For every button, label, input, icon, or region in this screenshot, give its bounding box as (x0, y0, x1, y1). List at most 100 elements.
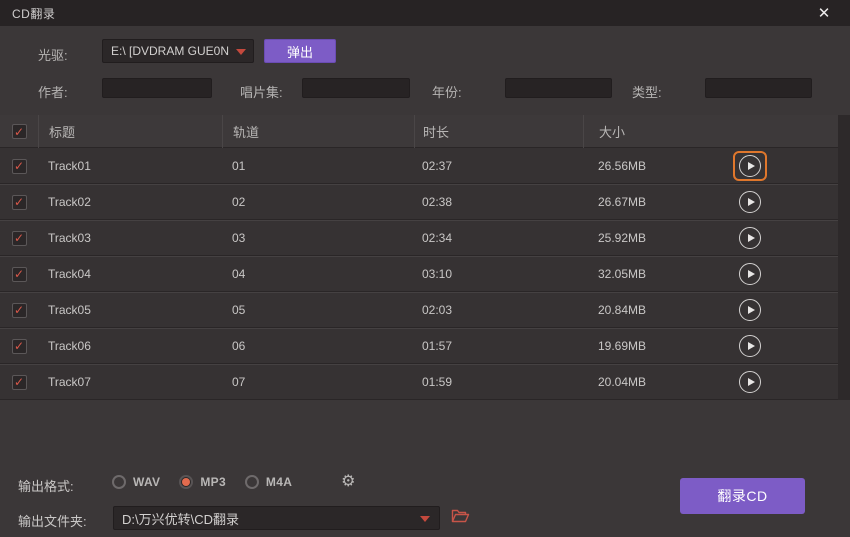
track-size: 25.92MB (598, 231, 647, 245)
genre-label: 类型: (632, 85, 662, 100)
track-title: Track03 (48, 231, 91, 245)
track-title: Track06 (48, 339, 91, 353)
format-radio-group: WAV MP3 M4A ⚙ (112, 470, 356, 494)
eject-button[interactable]: 弹出 (264, 39, 336, 63)
open-folder-icon[interactable] (451, 508, 470, 529)
play-button[interactable] (733, 223, 767, 253)
chevron-down-icon (236, 49, 246, 55)
play-button[interactable] (733, 295, 767, 325)
track-size: 26.56MB (598, 159, 647, 173)
scrollbar-track[interactable] (838, 115, 850, 400)
track-table: ✓ 标题 轨道 时长 大小 ✓ Track01 01 02:37 26.56MB… (0, 115, 838, 400)
track-duration: 02:38 (422, 195, 453, 209)
track-number: 03 (232, 231, 246, 245)
track-duration: 02:37 (422, 159, 453, 173)
album-label: 唱片集: (240, 85, 283, 100)
play-icon (739, 263, 761, 285)
track-number: 07 (232, 375, 246, 389)
output-folder-value: D:\万兴优转\CD翻录 (122, 511, 240, 527)
table-row: ✓ Track06 06 01:57 19.69MB (0, 328, 838, 364)
play-icon (739, 335, 761, 357)
output-folder-select[interactable]: D:\万兴优转\CD翻录 (113, 506, 440, 530)
track-checkbox[interactable]: ✓ (11, 374, 27, 390)
track-title: Track05 (48, 303, 91, 317)
drive-label: 光驱: (38, 48, 68, 63)
format-radio[interactable]: MP3 (179, 475, 226, 489)
track-duration: 01:57 (422, 339, 453, 353)
year-field[interactable] (505, 78, 612, 98)
album-field[interactable] (302, 78, 410, 98)
table-body: ✓ Track01 01 02:37 26.56MB ✓ Track02 02 … (0, 148, 838, 400)
play-icon (739, 371, 761, 393)
track-checkbox[interactable]: ✓ (11, 302, 27, 318)
track-size: 26.67MB (598, 195, 647, 209)
table-row: ✓ Track04 04 03:10 32.05MB (0, 256, 838, 292)
track-duration: 02:34 (422, 231, 453, 245)
rip-cd-button[interactable]: 翻录CD (680, 478, 805, 514)
track-checkbox[interactable]: ✓ (11, 194, 27, 210)
track-size: 20.84MB (598, 303, 647, 317)
title-bar: CD翻录 ✕ (0, 0, 850, 26)
track-number: 06 (232, 339, 246, 353)
track-size: 19.69MB (598, 339, 647, 353)
column-header-size: 大小 (583, 115, 838, 148)
output-format-label: 输出格式: (18, 479, 74, 494)
table-row: ✓ Track02 02 02:38 26.67MB (0, 184, 838, 220)
track-title: Track02 (48, 195, 91, 209)
table-header: ✓ 标题 轨道 时长 大小 (0, 115, 838, 148)
track-size: 32.05MB (598, 267, 647, 281)
format-radio[interactable]: WAV (112, 475, 160, 489)
radio-icon (112, 475, 126, 489)
play-button[interactable] (733, 367, 767, 397)
gear-icon[interactable]: ⚙ (341, 473, 356, 490)
radio-icon (179, 475, 194, 489)
table-row: ✓ Track01 01 02:37 26.56MB (0, 148, 838, 184)
column-header-track: 轨道 (222, 115, 414, 148)
play-button[interactable] (733, 187, 767, 217)
year-label: 年份: (432, 85, 462, 100)
format-radio-label: M4A (265, 475, 293, 489)
track-title: Track04 (48, 267, 91, 281)
author-label: 作者: (38, 85, 68, 100)
select-all-checkbox[interactable]: ✓ (11, 124, 27, 139)
column-header-title: 标题 (38, 115, 222, 148)
track-number: 04 (232, 267, 246, 281)
track-checkbox[interactable]: ✓ (11, 158, 27, 174)
track-checkbox[interactable]: ✓ (11, 230, 27, 246)
play-icon (739, 299, 761, 321)
format-radio-label: WAV (133, 475, 161, 489)
table-row: ✓ Track03 03 02:34 25.92MB (0, 220, 838, 256)
drive-value: E:\ [DVDRAM GUE0N ] (111, 44, 233, 58)
author-field[interactable] (102, 78, 212, 98)
play-button[interactable] (733, 331, 767, 361)
track-duration: 01:59 (422, 375, 453, 389)
radio-icon (244, 475, 259, 489)
track-checkbox[interactable]: ✓ (11, 266, 27, 282)
output-folder-label: 输出文件夹: (18, 514, 87, 529)
track-title: Track07 (48, 375, 91, 389)
close-icon[interactable]: ✕ (817, 5, 831, 22)
table-row: ✓ Track05 05 02:03 20.84MB (0, 292, 838, 328)
format-radio-label: MP3 (200, 475, 226, 489)
play-button[interactable] (733, 259, 767, 289)
track-size: 20.04MB (598, 375, 647, 389)
chevron-down-icon (420, 516, 430, 522)
track-number: 02 (232, 195, 246, 209)
track-duration: 03:10 (422, 267, 453, 281)
play-button[interactable] (733, 151, 767, 181)
format-radio[interactable]: M4A (244, 475, 293, 489)
play-icon (739, 227, 761, 249)
track-number: 01 (232, 159, 246, 173)
play-icon (739, 191, 761, 213)
track-number: 05 (232, 303, 246, 317)
play-icon (739, 155, 761, 177)
window-title: CD翻录 (12, 6, 56, 21)
track-duration: 02:03 (422, 303, 453, 317)
column-header-duration: 时长 (414, 115, 583, 148)
drive-select[interactable]: E:\ [DVDRAM GUE0N ] (102, 39, 254, 63)
genre-field[interactable] (705, 78, 812, 98)
table-row: ✓ Track07 07 01:59 20.04MB (0, 364, 838, 400)
track-title: Track01 (48, 159, 91, 173)
track-checkbox[interactable]: ✓ (11, 338, 27, 354)
